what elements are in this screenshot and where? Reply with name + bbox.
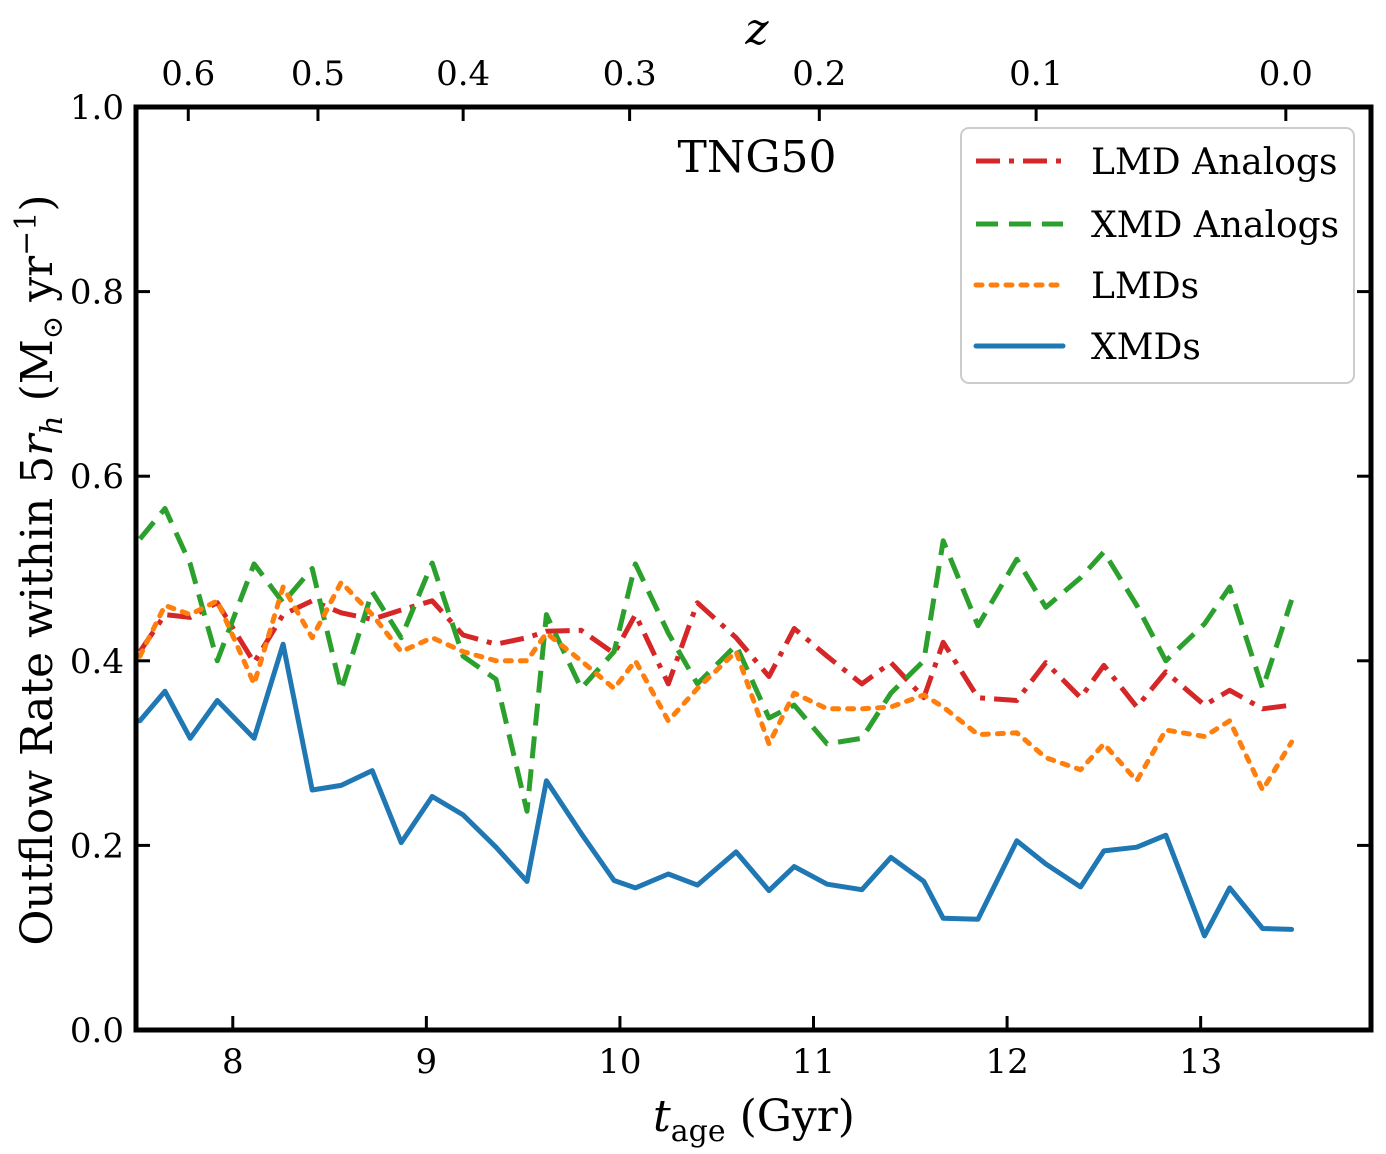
y-axis-title-unit-close: ) xyxy=(12,194,63,211)
y-axis-title-main: Outflow Rate within 5 xyxy=(12,456,63,946)
x-tick-label: 12 xyxy=(985,1042,1028,1082)
top-tick-label: 0.6 xyxy=(161,54,215,94)
plot-frame xyxy=(133,104,1374,1033)
top-tick-label: 0.5 xyxy=(291,54,345,94)
y-axis-title-unit-sun: ⊙ xyxy=(36,316,69,339)
y-axis-title-unit-exp: −1 xyxy=(9,212,44,256)
top-axis-title: z xyxy=(744,4,769,55)
annotation-tng50: TNG50 xyxy=(678,132,837,183)
x-tick-label: 10 xyxy=(598,1042,641,1082)
top-tick-label: 0.4 xyxy=(436,54,490,94)
top-tick-label: 0.3 xyxy=(603,54,657,94)
top-tick-label: 0.0 xyxy=(1259,54,1313,94)
series-line-xmd-analogs xyxy=(137,506,1294,814)
y-tick-label: 0.2 xyxy=(70,826,124,866)
series-line-lmds xyxy=(137,579,1295,793)
legend-label-lmd-analogs: LMD Analogs xyxy=(1091,142,1337,183)
top-tick-label: 0.1 xyxy=(1009,54,1063,94)
y-tick-label: 0.6 xyxy=(70,457,124,497)
y-axis-title-unit-open: (M xyxy=(12,339,63,415)
legend-box xyxy=(960,127,1355,384)
y-tick-label: 0.4 xyxy=(70,642,124,682)
y-axis-title: Outflow Rate within 5rh (M⊙ yr−1) xyxy=(9,194,70,945)
x-axis-title-symbol: t xyxy=(653,1091,671,1142)
series-line-lmd-analogs xyxy=(137,598,1292,712)
x-axis-title-subscript: age xyxy=(671,1114,726,1149)
plot-lines xyxy=(137,506,1295,939)
y-axis-title-r-sub: h xyxy=(35,415,70,434)
legend-label-xmd-analogs: XMD Analogs xyxy=(1091,205,1339,246)
legend-label-lmds: LMDs xyxy=(1091,266,1199,307)
x-axis-title: tage (Gyr) xyxy=(653,1091,855,1149)
x-axis-title-unit: (Gyr) xyxy=(726,1091,855,1142)
y-tick-label: 1.0 xyxy=(70,88,124,128)
x-tick-label: 13 xyxy=(1179,1042,1222,1082)
x-tick-label: 9 xyxy=(416,1042,438,1082)
series-line-xmds xyxy=(137,641,1295,939)
y-tick-label: 0.8 xyxy=(70,273,124,313)
legend: LMD Analogs XMD Analogs LMDs XMDs xyxy=(960,127,1355,384)
y-axis-title-unit-yr: yr xyxy=(12,255,63,316)
y-tick-label: 0.0 xyxy=(70,1011,124,1051)
y-axis-title-r: r xyxy=(12,432,63,456)
x-tick-label: 8 xyxy=(222,1042,244,1082)
x-tick-label: 11 xyxy=(792,1042,835,1082)
top-tick-label: 0.2 xyxy=(792,54,846,94)
legend-label-xmds: XMDs xyxy=(1091,327,1201,368)
